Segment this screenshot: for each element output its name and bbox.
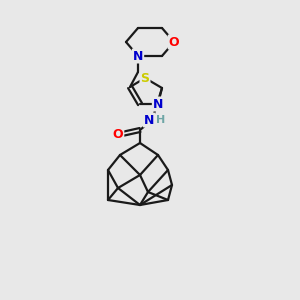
Text: N: N (133, 50, 143, 62)
Text: S: S (140, 71, 149, 85)
Text: H: H (156, 115, 166, 125)
Text: N: N (144, 113, 154, 127)
Text: O: O (169, 35, 179, 49)
Text: N: N (153, 98, 163, 110)
Text: O: O (113, 128, 123, 140)
